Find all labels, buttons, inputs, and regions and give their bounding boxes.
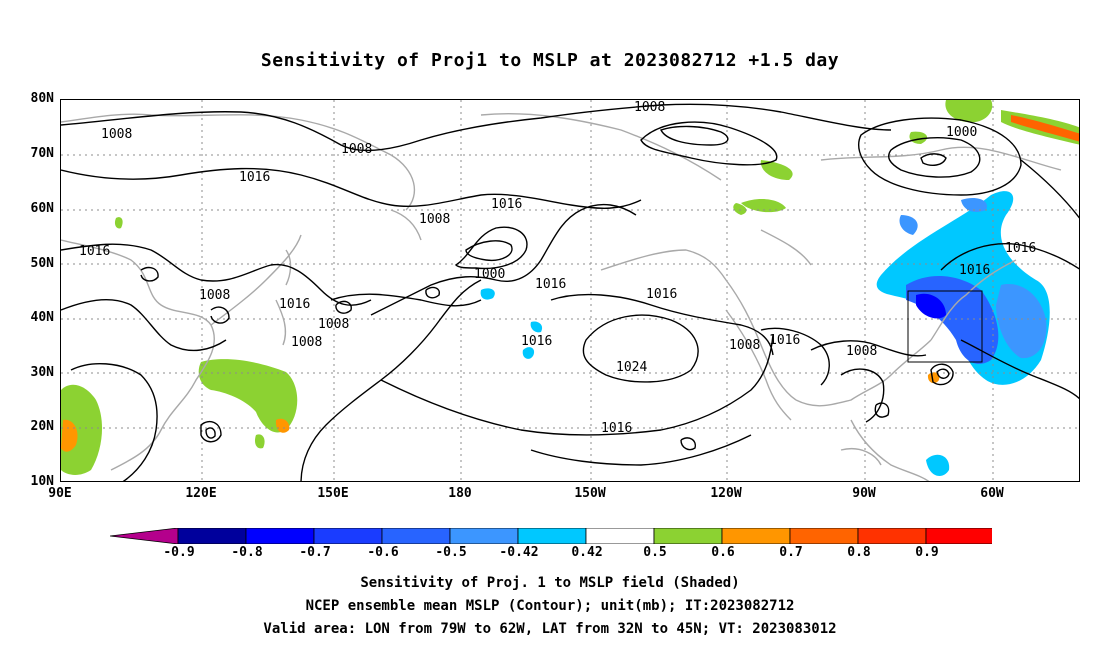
coastlines (61, 112, 1062, 481)
contour-label: 1016 (646, 287, 677, 302)
footer-line-2: NCEP ensemble mean MSLP (Contour); unit(… (305, 598, 795, 614)
lat-label-70n: 70N (30, 146, 54, 161)
colorbar (110, 528, 992, 544)
colorbar-segment (653, 528, 723, 544)
positive-shade-green (114, 217, 123, 229)
positive-shade-orange (927, 372, 940, 384)
negative-shade-blue (961, 198, 987, 212)
negative-shade-cyan (926, 454, 950, 476)
negative-shade-blue (899, 215, 918, 235)
colorbar-segment (110, 528, 179, 544)
lon-label-150e: 150E (317, 486, 349, 501)
contour-label: 1008 (291, 335, 322, 350)
colorbar-label: -0.42 (499, 545, 539, 560)
colorbar-segment (449, 528, 519, 544)
footer-line-1: Sensitivity of Proj. 1 to MSLP field (Sh… (360, 575, 740, 591)
positive-shade-green (760, 160, 793, 180)
contour-label: 1008 (199, 288, 230, 303)
contour-label: 1016 (279, 297, 310, 312)
sensitivity-shading (61, 100, 1079, 476)
lon-label-180: 180 (448, 486, 472, 501)
colorbar-label: -0.6 (367, 545, 399, 560)
lat-label-10n: 10N (30, 474, 54, 489)
negative-shade-cyan (480, 288, 495, 300)
contour-label: 1008 (419, 212, 450, 227)
contour-label: 1000 (946, 125, 977, 140)
negative-shade-cyan (530, 321, 543, 333)
lon-label-60w: 60W (980, 486, 1004, 501)
negative-shade-blue (996, 284, 1047, 359)
contour-label: 1016 (79, 244, 110, 259)
map-canvas: 1008 1008 1008 1016 1016 1008 1016 1008 … (61, 100, 1079, 481)
mslp-contours (61, 103, 1079, 481)
contour-label: 1016 (959, 263, 990, 278)
contour-labels: 1008 1008 1008 1016 1016 1008 1016 1008 … (79, 100, 1036, 436)
contour-label: 1016 (535, 277, 566, 292)
contour-label: 1008 (341, 142, 372, 157)
contour-label: 1024 (616, 360, 647, 375)
colorbar-label: -0.5 (435, 545, 467, 560)
lat-label-50n: 50N (30, 256, 54, 271)
positive-shade-orange (1011, 115, 1079, 142)
map-grid (61, 100, 1079, 481)
positive-shade-green (61, 384, 103, 475)
contour-label: 1016 (521, 334, 552, 349)
lon-label-150w: 150W (574, 486, 606, 501)
positive-shade-green (198, 359, 298, 433)
positive-shade-green (733, 203, 747, 215)
colorbar-segment (789, 528, 859, 544)
positive-shade-green (254, 434, 265, 449)
colorbar-segment (177, 528, 247, 544)
colorbar-segment (857, 528, 927, 544)
colorbar-segment (381, 528, 451, 544)
positive-shade-green (945, 100, 993, 123)
colorbar-label: 0.6 (711, 545, 735, 560)
contour-label: 1016 (491, 197, 522, 212)
colorbar-segment (925, 528, 992, 544)
colorbar-segment (721, 528, 791, 544)
lon-label-120w: 120W (710, 486, 742, 501)
map-panel: 1008 1008 1008 1016 1016 1008 1016 1008 … (60, 99, 1080, 482)
colorbar-segment (245, 528, 315, 544)
lat-label-40n: 40N (30, 310, 54, 325)
positive-shade-green (909, 131, 928, 144)
colorbar-label: -0.8 (231, 545, 263, 560)
lon-label-90e: 90E (48, 486, 72, 501)
contour-label: 1008 (846, 344, 877, 359)
lat-label-80n: 80N (30, 91, 54, 106)
colorbar-label: 0.9 (915, 545, 939, 560)
lat-label-30n: 30N (30, 365, 54, 380)
colorbar-label: -0.9 (163, 545, 195, 560)
contour-label: 1000 (474, 267, 505, 282)
colorbar-label: 0.8 (847, 545, 871, 560)
contour-label: 1016 (239, 170, 270, 185)
colorbar-label: -0.7 (299, 545, 331, 560)
contour-label: 1008 (634, 100, 665, 115)
lon-label-90w: 90W (852, 486, 876, 501)
positive-shade-orange (275, 418, 290, 433)
contour-label: 1008 (101, 127, 132, 142)
colorbar-segment (585, 528, 655, 544)
negative-shade-cyan (522, 347, 535, 359)
positive-shade-green (741, 198, 786, 213)
negative-shade-blue (916, 293, 946, 319)
colorbar-label: 0.42 (571, 545, 603, 560)
map-title: Sensitivity of Proj1 to MSLP at 20230827… (260, 50, 840, 71)
footer-line-3: Valid area: LON from 79W to 62W, LAT fro… (263, 621, 837, 637)
valid-area-box (907, 290, 983, 363)
contour-label: 1016 (769, 333, 800, 348)
lat-label-20n: 20N (30, 419, 54, 434)
contour-label: 1008 (729, 338, 760, 353)
colorbar-segment (517, 528, 587, 544)
contour-label: 1016 (1005, 241, 1036, 256)
contour-label: 1008 (318, 317, 349, 332)
contour-label: 1016 (601, 421, 632, 436)
lon-label-120e: 120E (185, 486, 217, 501)
lat-label-60n: 60N (30, 201, 54, 216)
colorbar-segment (313, 528, 383, 544)
colorbar-label: 0.5 (643, 545, 667, 560)
colorbar-label: 0.7 (779, 545, 803, 560)
